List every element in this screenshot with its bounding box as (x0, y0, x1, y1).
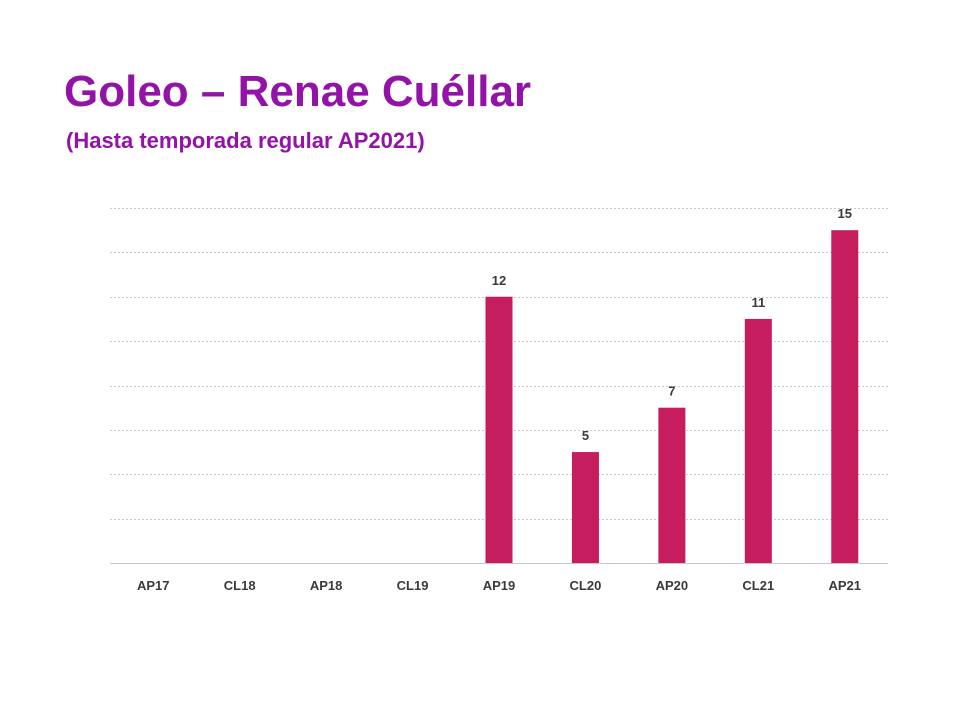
bars (485, 230, 859, 563)
bar-cl20 (571, 452, 599, 563)
data-label-ap20: 7 (668, 384, 675, 399)
x-tick-ap21: AP21 (829, 578, 862, 593)
bar-ap21 (831, 230, 859, 563)
data-label-ap21: 15 (838, 206, 852, 221)
x-tick-ap18: AP18 (310, 578, 343, 593)
x-tick-ap20: AP20 (656, 578, 689, 593)
x-tick-cl21: CL21 (742, 578, 774, 593)
bar-cl21 (744, 318, 772, 563)
bar-ap20 (658, 407, 686, 563)
x-tick-ap17: AP17 (137, 578, 170, 593)
x-axis-ticks: AP17 CL18 AP18 CL19 AP19 CL20 AP20 CL21 AP21 (137, 578, 861, 593)
chart-title: Goleo – Renae Cuéllar (64, 67, 532, 116)
x-tick-cl19: CL19 (397, 578, 429, 593)
bar-ap19 (485, 296, 513, 563)
data-label-cl21: 11 (751, 295, 765, 310)
x-tick-cl20: CL20 (570, 578, 602, 593)
data-label-cl20: 5 (582, 428, 589, 443)
data-label-ap19: 12 (492, 273, 506, 288)
data-labels: 12 5 7 11 15 (492, 206, 852, 443)
x-tick-cl18: CL18 (224, 578, 256, 593)
x-tick-ap19: AP19 (483, 578, 516, 593)
chart-subtitle: (Hasta temporada regular AP2021) (66, 128, 425, 153)
